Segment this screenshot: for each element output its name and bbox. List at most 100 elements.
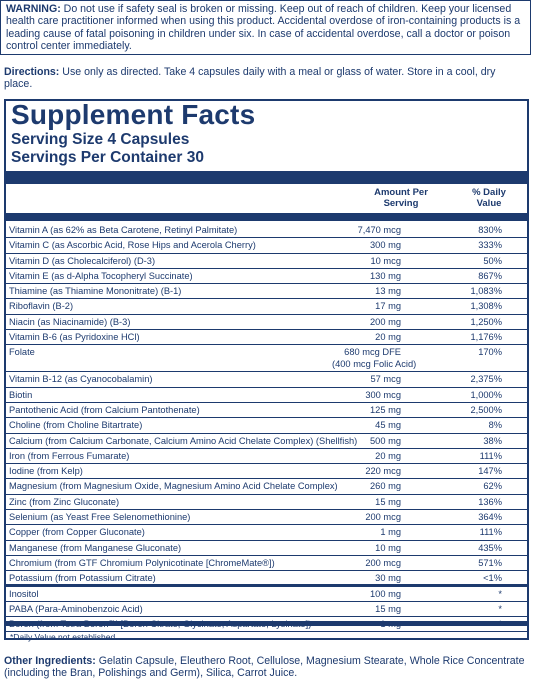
table-row: Chromium (from GTF Chromium Polynicotina… (6, 556, 527, 572)
nutrient-amount: 10 mg (375, 542, 401, 553)
nutrient-daily-value: 830% (478, 225, 502, 235)
header-bar (6, 171, 527, 184)
table-row: Niacin (as Niacinamide) (B-3) 200 mg 1,250… (6, 315, 527, 331)
nutrient-name: Vitamin D (as Cholecalciferol) (D-3) (9, 255, 156, 266)
nutrient-daily-value: 147% (478, 466, 502, 477)
panel-title: Supplement Facts (11, 99, 256, 130)
bottom-divider (6, 621, 527, 626)
nutrient-amount: 10 mcg (370, 255, 402, 266)
nutrient-name: Iodine (from Kelp) (9, 466, 83, 477)
table-row: Copper (from Copper Gluconate) 1 mg 111% (6, 525, 527, 541)
nutrient-name: Inositol (9, 588, 39, 599)
nutrient-name: Magnesium (from Magnesium Oxide, Magnesi… (9, 481, 338, 492)
nutrient-name: Vitamin B-12 (as Cyanocobalamin) (9, 374, 153, 385)
directions-label: Directions: (4, 66, 60, 78)
nutrient-amount: 200 mg (369, 316, 401, 327)
nutrient-name: Zinc (from Zinc Gluconate) (9, 496, 120, 507)
footnote: *Daily Value not established. (10, 632, 118, 642)
table-row: Biotin 300 mcg 1,000% (6, 388, 527, 403)
nutrient-name: Copper (from Copper Gluconate) (9, 527, 145, 538)
nutrient-name: Riboflavin (B-2) (9, 301, 74, 312)
table-row: Zinc (from Zinc Gluconate) 15 mg 136% (6, 495, 527, 511)
nutrient-name: Vitamin A (as 62% as Beta Carotene, Reti… (9, 225, 238, 235)
table-row: Folate 680 mcg DFE 170% (400 mcg Folic Acid… (6, 345, 527, 373)
table-row: Vitamin E (as d-Alpha Tocopheryl Succina… (6, 269, 527, 285)
nutrient-daily-value: 364% (478, 512, 502, 523)
nutrient-daily-value: 111% (479, 450, 502, 461)
nutrient-amount-detail: (400 mcg Folic Acid) (332, 359, 417, 370)
nutrient-amount: 17 mg (375, 301, 401, 312)
table-row: Iodine (from Kelp) 220 mcg 147% (6, 464, 527, 480)
nutrient-name: Vitamin B-6 (as Pyridoxine HCl) (9, 332, 140, 343)
nutrient-daily-value: 50% (483, 255, 502, 266)
nutrient-name: Iron (from Ferrous Fumarate) (9, 450, 130, 461)
nutrient-name: Choline (from Choline Bitartrate) (9, 420, 143, 431)
nutrient-name: Chromium (from GTF Chromium Polynicotina… (9, 557, 275, 568)
directions: Directions: Use only as directed. Take 4… (4, 66, 526, 91)
table-row: Selenium (as Yeast Free Selenomethionine… (6, 510, 527, 526)
nutrient-name: Calcium (from Calcium Carbonate, Calcium… (9, 435, 358, 446)
nutrient-daily-value: 435% (478, 542, 502, 553)
table-row: Manganese (from Manganese Gluconate) 10 m… (6, 541, 527, 556)
nutrient-daily-value: 38% (483, 435, 502, 446)
nutrient-daily-value: 1,308% (470, 301, 502, 312)
nutrient-amount: 125 mg (369, 404, 401, 415)
nutrient-daily-value: 170% (478, 347, 502, 358)
nutrient-name: Folate (9, 347, 35, 358)
nutrient-daily-value: 1,176% (470, 332, 502, 343)
nutrient-daily-value: 111% (479, 527, 502, 538)
nutrient-amount: 300 mg (369, 240, 401, 251)
table-row: Vitamin B-6 (as Pyridoxine HCl) 20 mg 1,17… (6, 330, 527, 346)
nutrient-amount: 130 mg (369, 270, 401, 281)
table-row: Riboflavin (B-2) 17 mg 1,308% (6, 299, 527, 315)
nutrient-amount: 57 mcg (370, 374, 402, 385)
table-row: Vitamin C (as Ascorbic Acid, Rose Hips a… (6, 238, 527, 254)
nutrient-daily-value: 571% (478, 557, 502, 568)
nutrient-name: Vitamin C (as Ascorbic Acid, Rose Hips a… (9, 240, 256, 251)
daily-value-header: % Daily Value (472, 187, 506, 209)
nutrient-amount: 680 mcg DFE (344, 347, 401, 358)
nutrient-name: Niacin (as Niacinamide) (B-3) (9, 316, 131, 327)
supplement-facts-panel: Supplement Facts Serving Size 4 Capsules… (4, 99, 529, 642)
other-ingredients: Other Ingredients: Gelatin Capsule, Eleu… (4, 655, 530, 680)
nutrient-amount: 15 mg (375, 496, 401, 507)
nutrient-name: PABA (Para-Aminobenzoic Acid) (9, 603, 143, 614)
nutrient-daily-value: 2,375% (470, 374, 502, 385)
table-row: Thiamine (as Thiamine Mononitrate) (B-1)… (6, 284, 527, 300)
nutrient-amount: 220 mcg (365, 466, 401, 477)
directions-text: Use only as directed. Take 4 capsules da… (4, 66, 496, 91)
other-ingredients-text: Gelatin Capsule, Eleuthero Root, Cellulo… (4, 655, 525, 680)
nutrient-amount: 200 mcg (365, 512, 401, 523)
nutrient-amount: 20 mg (375, 332, 401, 343)
nutrient-amount: 300 mcg (365, 389, 401, 400)
amount-header: Amount Per Serving (374, 187, 428, 209)
table-row: Vitamin B-12 (as Cyanocobalamin) 57 mcg 2,… (6, 372, 527, 388)
table-row: Iron (from Ferrous Fumarate) 20 mg 111% (6, 449, 527, 465)
nutrient-daily-value: * (498, 588, 502, 599)
nutrient-amount: 30 mg (375, 573, 401, 584)
nutrient-name: Thiamine (as Thiamine Mononitrate) (B-1) (9, 286, 182, 297)
nutrient-name: Vitamin E (as d-Alpha Tocopheryl Succina… (9, 270, 193, 281)
nutrient-name: Selenium (as Yeast Free Selenomethionine… (9, 512, 191, 523)
nutrient-amount: 20 mg (375, 450, 401, 461)
table-row: Inositol 100 mg * (6, 587, 527, 602)
table-row: PABA (Para-Aminobenzoic Acid) 15 mg * (6, 602, 527, 618)
nutrient-amount: 15 mg (375, 603, 401, 614)
servings-per-container: Servings Per Container 30 (11, 149, 204, 166)
nutrient-name: Pantothenic Acid (from Calcium Pantothen… (9, 404, 200, 415)
nutrient-daily-value: 1,000% (470, 389, 502, 400)
nutrient-amount: 500 mg (369, 435, 401, 446)
serving-size: Serving Size 4 Capsules (11, 131, 190, 148)
table-row: Magnesium (from Magnesium Oxide, Magnesi… (6, 479, 527, 495)
warning-box: WARNING: Do not use if safety seal is br… (0, 0, 531, 55)
nutrient-daily-value: 333% (478, 240, 502, 251)
nutrient-name: Manganese (from Manganese Gluconate) (9, 542, 182, 553)
nutrient-daily-value: 1,250% (470, 316, 502, 327)
nutrient-daily-value: <1% (483, 573, 502, 584)
nutrient-daily-value: 136% (478, 496, 502, 507)
nutrient-daily-value: * (498, 603, 502, 614)
nutrient-amount: 1 mg (380, 527, 401, 538)
nutrient-daily-value: 867% (478, 270, 502, 281)
other-ingredients-label: Other Ingredients: (4, 655, 96, 667)
table-row: Pantothenic Acid (from Calcium Pantothen… (6, 403, 527, 419)
